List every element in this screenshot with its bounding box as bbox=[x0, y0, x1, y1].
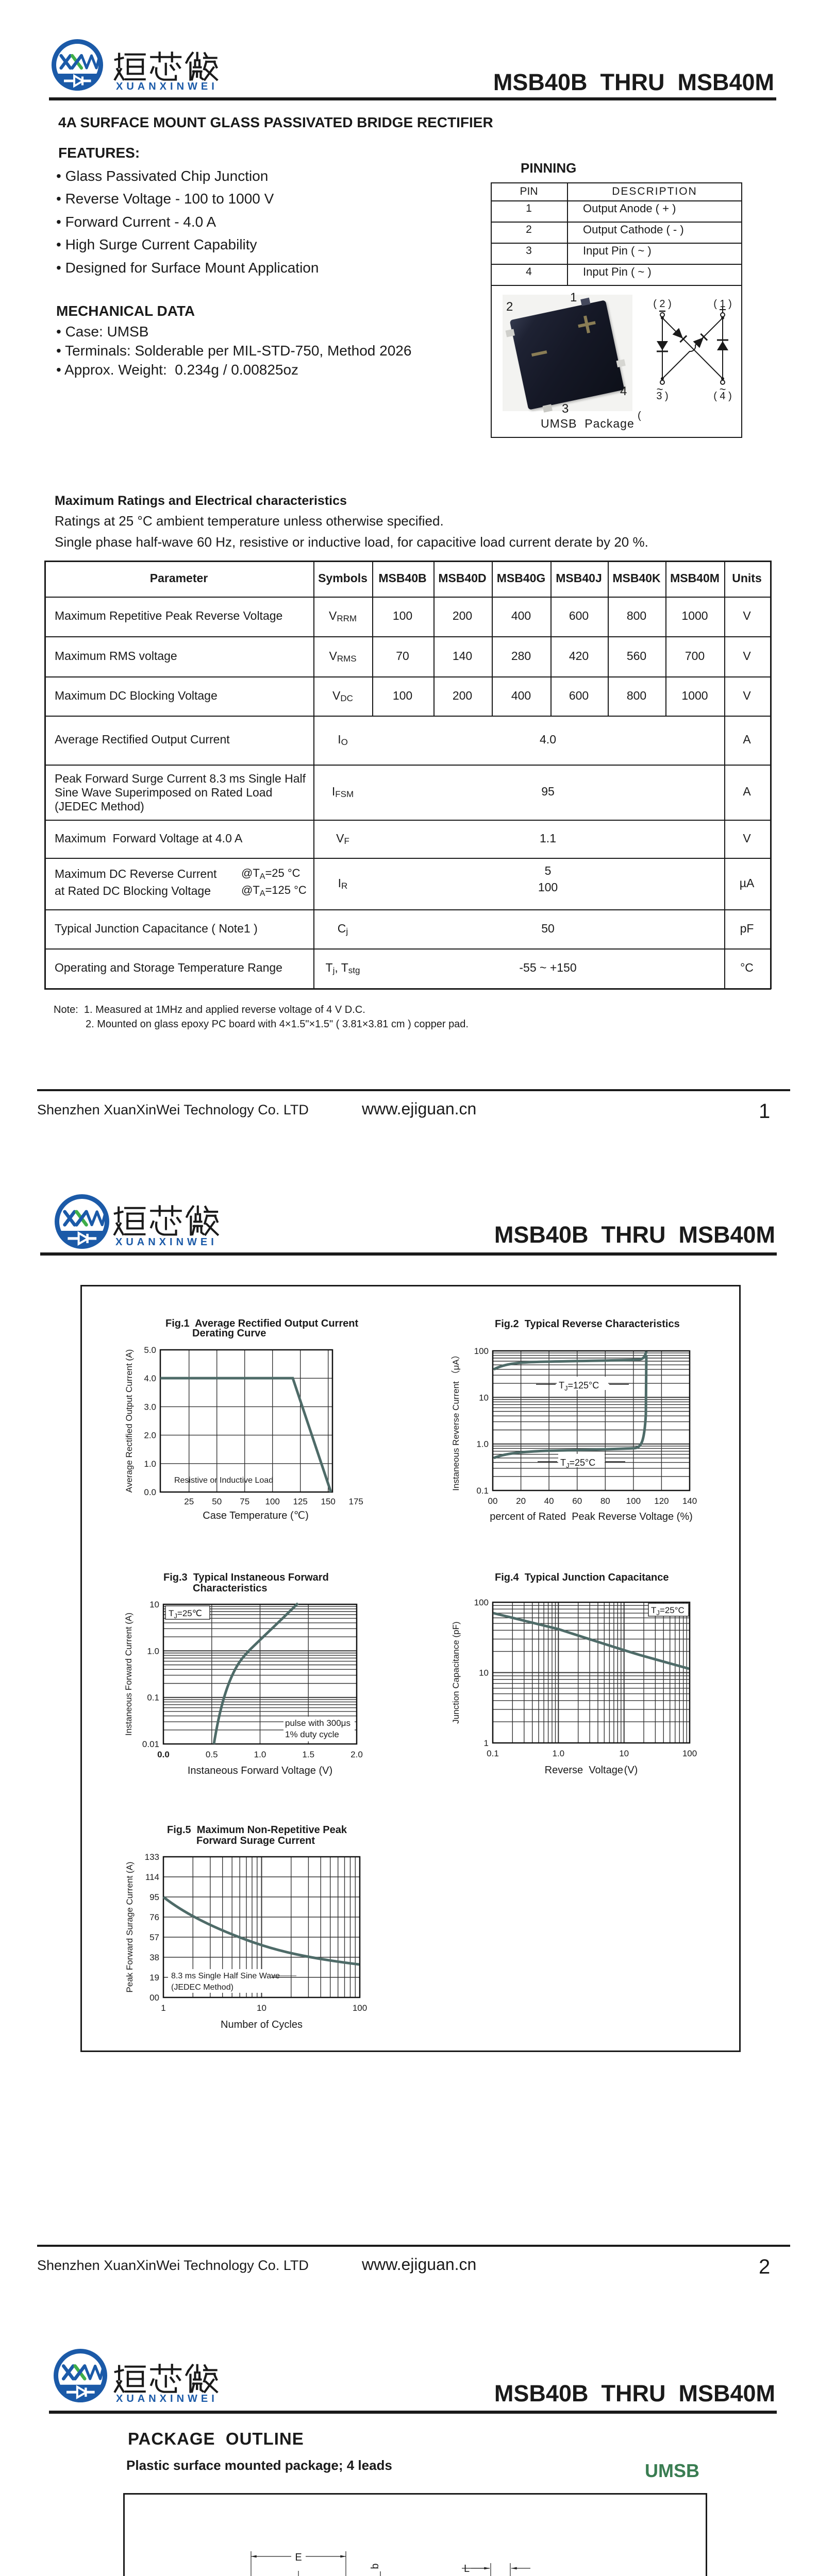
svg-text:140: 140 bbox=[682, 1496, 697, 1506]
svg-text:Instaneous Forward Voltage (V): Instaneous Forward Voltage (V) bbox=[188, 1765, 332, 1776]
svg-text:b: b bbox=[370, 2563, 381, 2569]
svg-text:95: 95 bbox=[149, 1892, 159, 1902]
svg-text:Resistive or Inductive Load: Resistive or Inductive Load bbox=[174, 1476, 273, 1485]
svg-text:1.0: 1.0 bbox=[553, 1749, 565, 1758]
svg-text:1% duty cycle: 1% duty cycle bbox=[285, 1730, 339, 1739]
svg-text:Instaneous Reverse Current （μA: Instaneous Reverse Current （μA） bbox=[451, 1350, 461, 1490]
svg-text:133: 133 bbox=[145, 1852, 159, 1862]
svg-text:1.0: 1.0 bbox=[147, 1646, 159, 1656]
svg-text:00: 00 bbox=[488, 1496, 498, 1506]
svg-text:TJ=25°C: TJ=25°C bbox=[560, 1458, 595, 1469]
svg-text:0.5: 0.5 bbox=[206, 1750, 218, 1759]
svg-text:0.1: 0.1 bbox=[487, 1749, 499, 1758]
svg-text:10: 10 bbox=[479, 1393, 489, 1402]
svg-text:120: 120 bbox=[654, 1496, 669, 1506]
svg-text:1: 1 bbox=[161, 2003, 165, 2013]
svg-text:(JEDEC Method): (JEDEC Method) bbox=[171, 1983, 233, 1992]
svg-text:4.0: 4.0 bbox=[144, 1374, 156, 1383]
svg-text:Case Temperature (℃): Case Temperature (℃) bbox=[203, 1510, 309, 1521]
svg-text:Junction Capacitance (pF): Junction Capacitance (pF) bbox=[451, 1621, 461, 1723]
svg-text:TJ=25℃: TJ=25℃ bbox=[169, 1608, 202, 1620]
svg-text:TJ=25°C: TJ=25°C bbox=[651, 1605, 685, 1617]
svg-text:1.0: 1.0 bbox=[144, 1459, 156, 1469]
svg-text:10: 10 bbox=[619, 1749, 629, 1758]
svg-text:1: 1 bbox=[484, 1738, 489, 1748]
svg-text:40: 40 bbox=[544, 1496, 554, 1506]
svg-text:100: 100 bbox=[265, 1497, 280, 1506]
svg-text:60: 60 bbox=[572, 1496, 582, 1506]
svg-text:8.3 ms Single Half Sine Wave: 8.3 ms Single Half Sine Wave bbox=[171, 1972, 280, 1980]
svg-text:Number of Cycles: Number of Cycles bbox=[221, 2019, 303, 2030]
svg-text:1.0: 1.0 bbox=[476, 1439, 489, 1449]
svg-text:Average Rectified Output Curre: Average Rectified Output Current (A) bbox=[124, 1349, 134, 1493]
svg-text:80: 80 bbox=[600, 1496, 610, 1506]
svg-text:175: 175 bbox=[349, 1497, 363, 1506]
svg-text:10: 10 bbox=[149, 1600, 159, 1609]
svg-text:0.0: 0.0 bbox=[157, 1750, 170, 1759]
svg-text:125: 125 bbox=[293, 1497, 308, 1506]
svg-text:3.0: 3.0 bbox=[144, 1402, 156, 1412]
svg-text:L: L bbox=[464, 2563, 470, 2574]
svg-text:Instaneous Forward Current (A): Instaneous Forward Current (A) bbox=[124, 1613, 133, 1736]
svg-text:100: 100 bbox=[682, 1749, 697, 1758]
svg-text:pulse with 300μs: pulse with 300μs bbox=[285, 1718, 350, 1728]
svg-text:2.0: 2.0 bbox=[144, 1431, 156, 1440]
svg-text:38: 38 bbox=[149, 1953, 159, 1962]
svg-text:100: 100 bbox=[626, 1496, 641, 1506]
svg-text:20: 20 bbox=[516, 1496, 526, 1506]
svg-text:2.0: 2.0 bbox=[350, 1750, 363, 1759]
svg-text:5.0: 5.0 bbox=[144, 1345, 156, 1355]
svg-text:00: 00 bbox=[149, 1993, 159, 2003]
svg-text:150: 150 bbox=[321, 1497, 336, 1506]
svg-text:10: 10 bbox=[257, 2003, 266, 2013]
svg-text:100: 100 bbox=[474, 1598, 489, 1607]
svg-text:Peak Forward Surage Current (A: Peak Forward Surage Current (A) bbox=[125, 1861, 135, 1992]
svg-text:50: 50 bbox=[212, 1497, 222, 1506]
svg-text:100: 100 bbox=[353, 2003, 367, 2013]
svg-text:Reverse Voltage (V): Reverse Voltage (V) bbox=[545, 1765, 638, 1776]
svg-text:75: 75 bbox=[240, 1497, 249, 1506]
svg-text:1.0: 1.0 bbox=[254, 1750, 266, 1759]
svg-text:57: 57 bbox=[149, 1933, 159, 1942]
svg-text:TJ=125°C: TJ=125°C bbox=[559, 1380, 599, 1392]
svg-text:0.0: 0.0 bbox=[144, 1487, 156, 1497]
svg-text:percent of Rated Peak Reverse: percent of Rated Peak Reverse Voltage (%… bbox=[490, 1511, 693, 1522]
svg-text:100: 100 bbox=[474, 1346, 489, 1356]
svg-text:10: 10 bbox=[479, 1668, 489, 1678]
svg-text:19: 19 bbox=[149, 1973, 159, 1982]
svg-text:E: E bbox=[295, 2552, 302, 2563]
svg-text:76: 76 bbox=[149, 1912, 159, 1922]
svg-text:25: 25 bbox=[184, 1497, 194, 1506]
svg-text:0.1: 0.1 bbox=[147, 1693, 159, 1703]
svg-text:0.1: 0.1 bbox=[476, 1486, 489, 1496]
svg-text:114: 114 bbox=[145, 1872, 159, 1882]
svg-text:1.5: 1.5 bbox=[302, 1750, 314, 1759]
svg-text:0.01: 0.01 bbox=[142, 1739, 159, 1749]
